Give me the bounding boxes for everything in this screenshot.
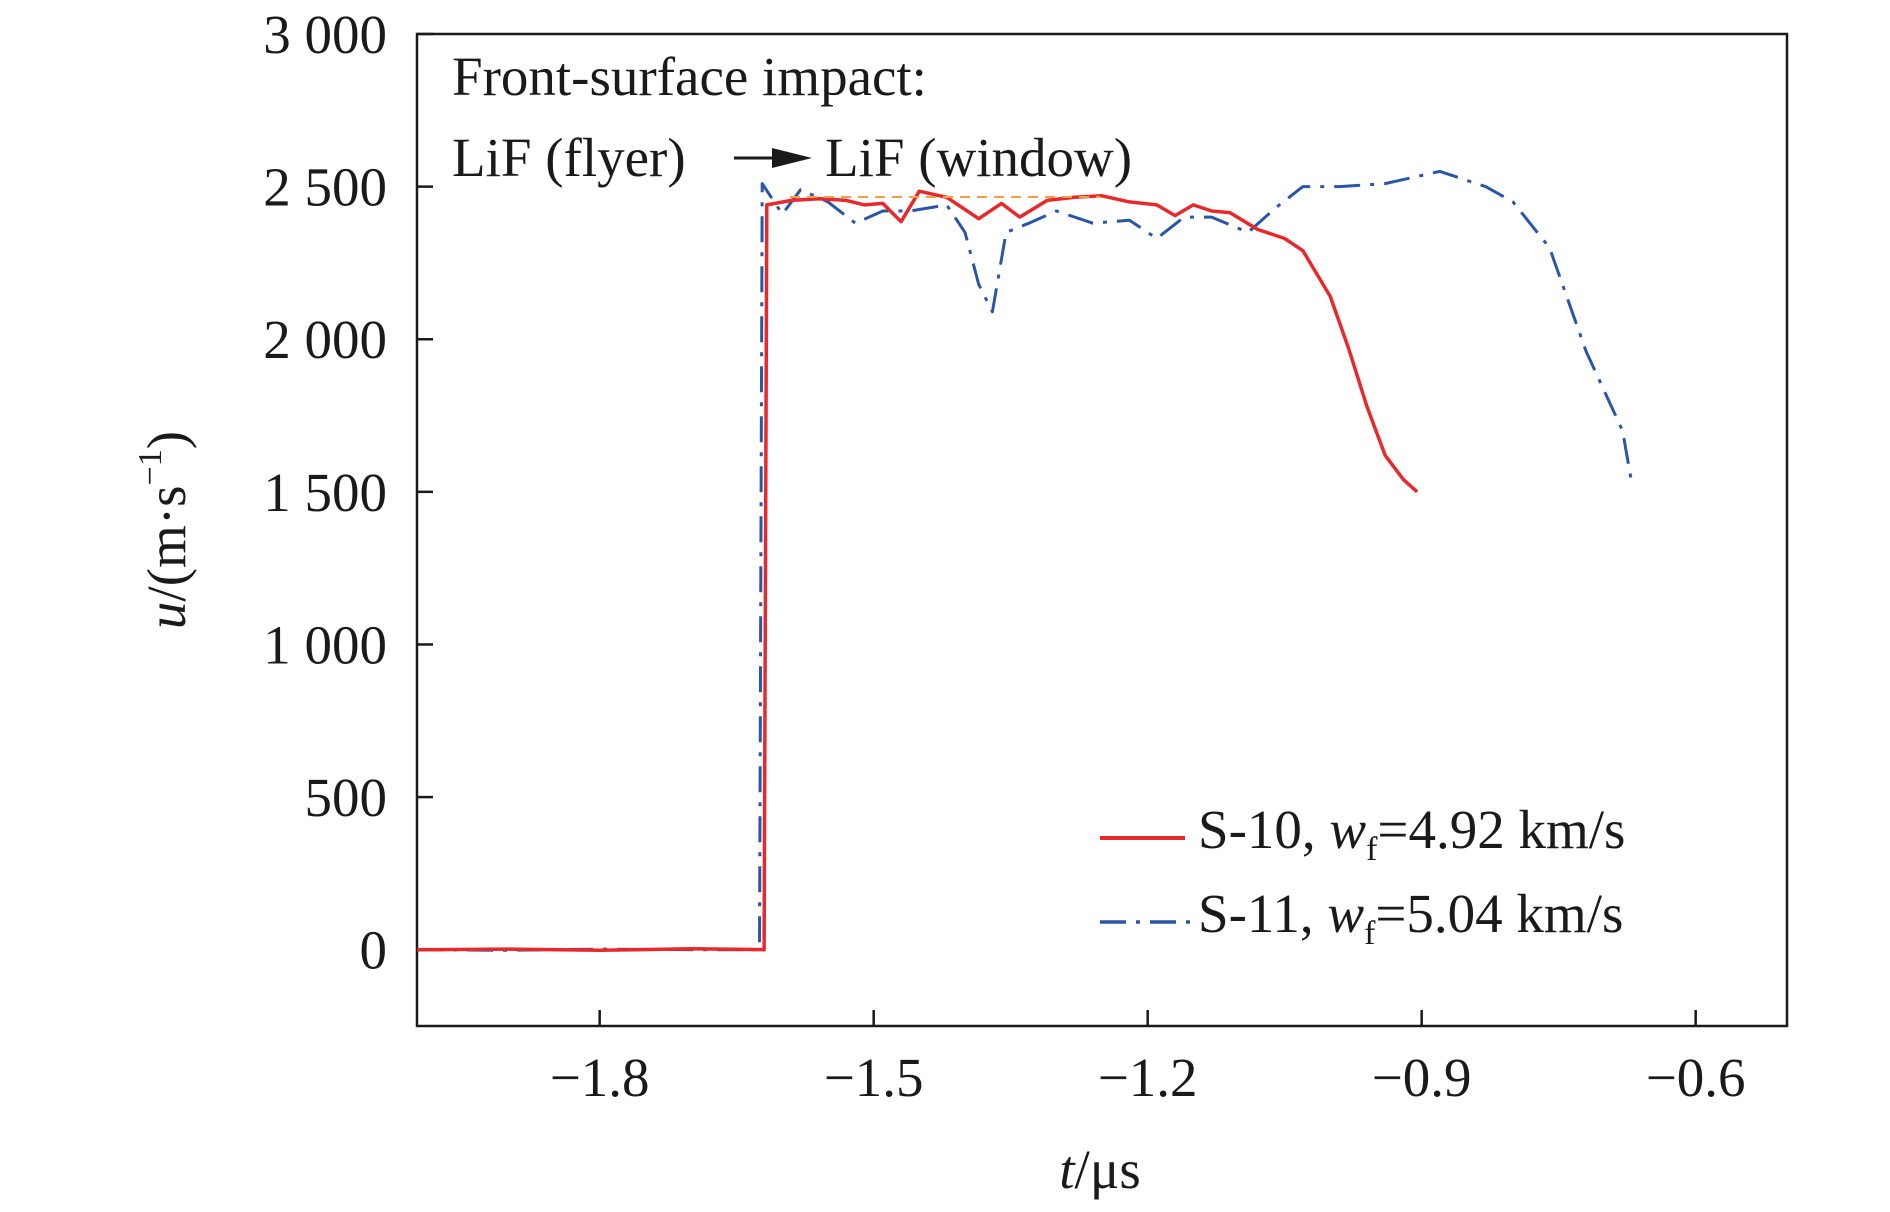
y-tick-label: 500: [305, 767, 388, 828]
legend-s10-value: =4.92 km/s: [1377, 799, 1625, 860]
series-layer: [416, 169, 1634, 953]
y-tick-label: 2 500: [263, 157, 387, 218]
y-axis-unit-open: /(m·s: [136, 485, 197, 601]
plot-frame: [415, 32, 1789, 1028]
legend-s11-var: w: [1327, 883, 1364, 944]
y-tick-label: 1 000: [263, 614, 387, 675]
annotation-window: LiF (window): [825, 127, 1132, 188]
x-tick-label: −0.6: [1646, 1047, 1746, 1108]
legend-s11-prefix: S-11,: [1198, 883, 1327, 944]
y-axis-unit-sup: −1: [132, 449, 169, 485]
y-tick-label: 3 000: [263, 4, 387, 65]
annotation-arrow-head: [772, 148, 812, 168]
x-tick-label: −0.9: [1372, 1047, 1472, 1108]
y-axis-var: u: [136, 602, 197, 630]
y-axis-ticks: 0 500 1 000 1 500 2 000 2 500 3 000: [263, 4, 433, 981]
annotation-line1: Front-surface impact:: [452, 46, 927, 107]
legend-s10-prefix: S-10,: [1198, 799, 1329, 860]
y-axis-unit-close: ): [136, 431, 197, 449]
series-line-s11: [416, 169, 1634, 952]
legend-label-s11: S-11, wf=5.04 km/s: [1198, 883, 1623, 952]
x-axis-unit: /μs: [1075, 1139, 1141, 1200]
x-tick-label: −1.2: [1098, 1047, 1198, 1108]
annotation-flyer: LiF (flyer): [452, 127, 686, 188]
y-tick-label: 0: [360, 920, 388, 981]
x-axis-title: t/μs: [1059, 1139, 1140, 1200]
legend-s11-value: =5.04 km/s: [1375, 883, 1623, 944]
legend-s10-var: w: [1329, 799, 1366, 860]
legend-label-s10: S-10, wf=4.92 km/s: [1198, 799, 1625, 868]
y-tick-label: 1 500: [263, 462, 387, 523]
series-line-s10: [416, 189, 1419, 953]
legend-s10-sub: f: [1366, 831, 1378, 868]
y-axis-title: u/(m·s−1): [132, 431, 197, 629]
x-tick-label: −1.5: [824, 1047, 924, 1108]
legend: S-10, wf=4.92 km/s S-11, wf=5.04 km/s: [1100, 799, 1625, 952]
x-tick-label: −1.8: [550, 1047, 650, 1108]
y-tick-label: 2 000: [263, 309, 387, 370]
x-axis-var: t: [1059, 1139, 1076, 1200]
x-axis-ticks: −1.8 −1.5 −1.2 −0.9 −0.6: [550, 1010, 1746, 1108]
legend-s11-sub: f: [1364, 915, 1376, 952]
